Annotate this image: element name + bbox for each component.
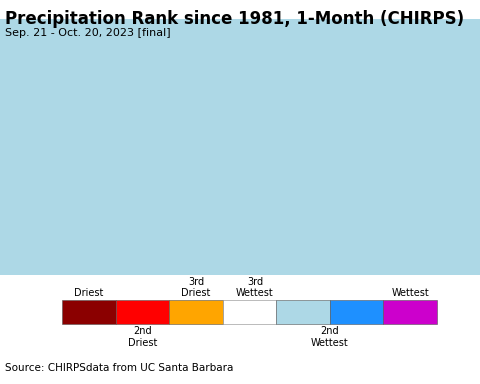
Text: Driest: Driest — [74, 288, 104, 298]
Bar — [62, 300, 116, 324]
Text: Wettest: Wettest — [391, 288, 429, 298]
Bar — [330, 300, 384, 324]
Text: 3rd
Wettest: 3rd Wettest — [236, 277, 274, 298]
Bar — [223, 300, 276, 324]
Text: 3rd
Driest: 3rd Driest — [181, 277, 211, 298]
Text: Precipitation Rank since 1981, 1-Month (CHIRPS): Precipitation Rank since 1981, 1-Month (… — [5, 10, 464, 28]
Bar — [116, 300, 169, 324]
Bar — [169, 300, 223, 324]
Bar — [384, 300, 437, 324]
Text: Source: CHIRPSdata from UC Santa Barbara: Source: CHIRPSdata from UC Santa Barbara — [5, 362, 233, 373]
Text: 2nd
Driest: 2nd Driest — [128, 326, 157, 348]
Text: Sep. 21 - Oct. 20, 2023 [final]: Sep. 21 - Oct. 20, 2023 [final] — [5, 28, 170, 38]
Bar — [276, 300, 330, 324]
Text: 2nd
Wettest: 2nd Wettest — [311, 326, 348, 348]
